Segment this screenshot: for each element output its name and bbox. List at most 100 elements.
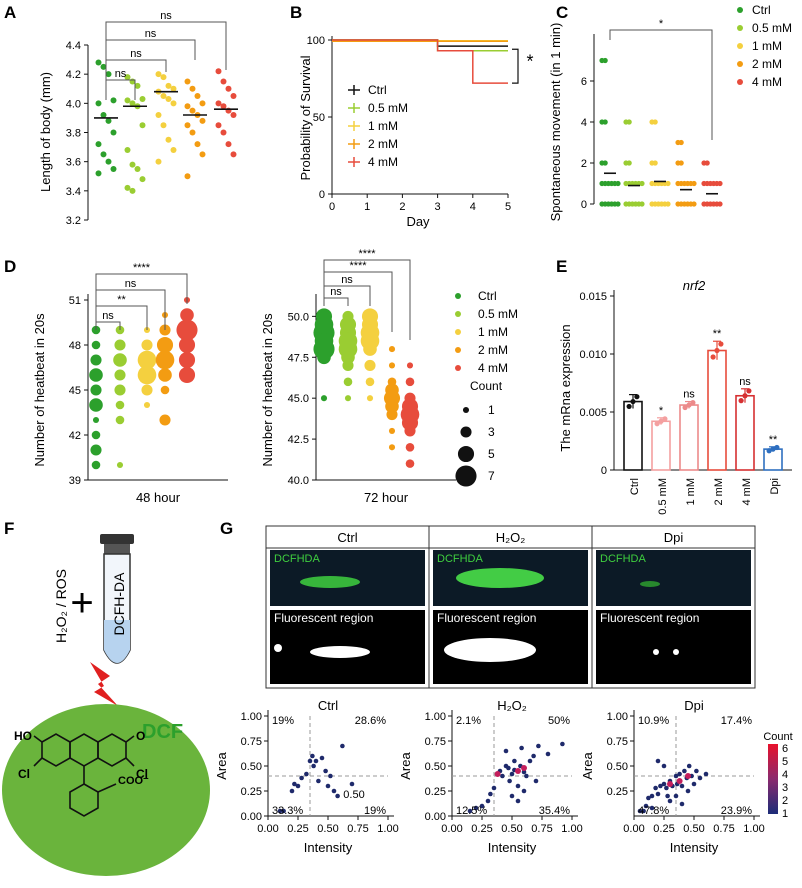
data-bubble xyxy=(115,400,125,410)
count-legend-bubble xyxy=(460,426,472,438)
legend-marker xyxy=(455,311,461,317)
legend-marker xyxy=(737,7,743,13)
y-tick-label: 0.50 xyxy=(607,761,628,773)
colorbar-label: 1 xyxy=(782,808,788,820)
data-bubble xyxy=(176,319,198,341)
chart-title: Ctrl xyxy=(318,698,338,713)
data-point-dense xyxy=(515,768,521,774)
data-point xyxy=(340,743,345,749)
panel-label-f: F xyxy=(4,519,14,538)
region-mask xyxy=(653,649,659,655)
replicate-point xyxy=(626,403,632,410)
data-point xyxy=(691,180,697,187)
significance-label: ** xyxy=(769,434,778,446)
data-point xyxy=(646,795,651,801)
legend-label: Ctrl xyxy=(752,3,771,17)
legend-marker xyxy=(737,25,743,31)
data-point-dense xyxy=(521,765,527,771)
y-tick-label: 3.8 xyxy=(66,128,81,140)
data-point xyxy=(310,753,315,759)
significance-label: ns xyxy=(130,48,142,60)
data-point xyxy=(110,165,117,172)
data-point xyxy=(184,122,191,129)
data-point xyxy=(673,793,679,799)
panel-label-b: B xyxy=(290,3,302,22)
column-header: Ctrl xyxy=(337,530,357,545)
data-point xyxy=(485,798,491,804)
bar xyxy=(651,420,671,471)
y-tick-label: 1.00 xyxy=(425,711,446,723)
data-point xyxy=(335,793,340,799)
region-mask xyxy=(673,649,679,655)
data-point xyxy=(521,788,527,794)
data-bubble xyxy=(405,377,415,387)
data-point xyxy=(299,775,304,781)
data-bubble xyxy=(405,459,415,468)
bar xyxy=(763,448,783,471)
survival-line xyxy=(332,39,508,84)
data-point xyxy=(225,85,232,92)
panel-label-d: D xyxy=(4,257,16,276)
data-point xyxy=(661,781,667,787)
atom-cl-right: Cl xyxy=(136,767,148,781)
y-tick-label: 47.5 xyxy=(288,352,309,364)
replicate-point xyxy=(634,394,640,400)
data-point xyxy=(215,100,222,107)
data-point xyxy=(184,173,191,180)
data-point xyxy=(685,788,691,794)
data-point xyxy=(533,778,539,784)
y-tick-label: 0.25 xyxy=(241,786,262,798)
y-axis-label: The mRna expression xyxy=(558,324,573,451)
data-point xyxy=(649,805,655,811)
legend-label: 0.5 mM xyxy=(368,101,408,115)
data-point xyxy=(524,773,529,779)
replicate-point xyxy=(658,418,664,424)
data-point xyxy=(679,783,685,789)
x-tick-label: 1 mM xyxy=(685,478,697,506)
data-point xyxy=(665,201,671,207)
significance-bracket xyxy=(105,21,227,100)
y-tick-label: 50 xyxy=(313,112,325,124)
data-point xyxy=(667,798,673,804)
data-point xyxy=(155,112,162,118)
data-point xyxy=(311,763,316,769)
data-bubble xyxy=(388,444,396,451)
fluorescence-signal xyxy=(640,581,660,587)
data-point xyxy=(95,100,102,107)
data-bubble xyxy=(344,395,352,402)
data-bubble xyxy=(89,368,103,382)
legend-label: 4 mM xyxy=(478,361,508,375)
lightning-icon xyxy=(90,662,118,706)
data-point xyxy=(165,82,172,89)
replicate-point xyxy=(738,398,744,404)
data-bubble xyxy=(114,384,126,396)
replicate-point xyxy=(710,354,716,360)
data-point xyxy=(225,141,232,148)
data-bubble xyxy=(113,353,127,367)
panel-b-survival-chart: Probability of Survival Day 0 1 2 3 4 5050100… xyxy=(298,35,534,229)
y-tick-label: 45.0 xyxy=(288,393,309,405)
data-point xyxy=(124,97,131,104)
legend-label: 1 mM xyxy=(752,39,782,53)
data-point xyxy=(678,139,684,146)
quadrant-label: 33.3% xyxy=(272,805,303,817)
data-point xyxy=(328,773,333,779)
data-point xyxy=(319,755,325,761)
data-bubble xyxy=(143,401,151,409)
x-tick-label: 2 mM xyxy=(713,478,725,506)
data-point xyxy=(277,808,283,814)
replicate-point xyxy=(686,402,692,408)
significance-label: **** xyxy=(349,260,367,272)
data-point xyxy=(129,100,136,107)
colorbar-label: 2 xyxy=(782,795,788,807)
data-point xyxy=(602,160,608,166)
replicate-point xyxy=(690,400,696,406)
dcfhda-image xyxy=(596,550,751,606)
atom-o: O xyxy=(136,729,145,743)
x-tick-label: 0.50 xyxy=(317,823,338,835)
significance-label: ns xyxy=(739,376,751,388)
data-bubble xyxy=(178,336,196,354)
data-bubble xyxy=(91,460,101,470)
y-tick-label: 4 xyxy=(581,117,587,129)
y-axis-label: Length of body (mm) xyxy=(38,72,53,192)
